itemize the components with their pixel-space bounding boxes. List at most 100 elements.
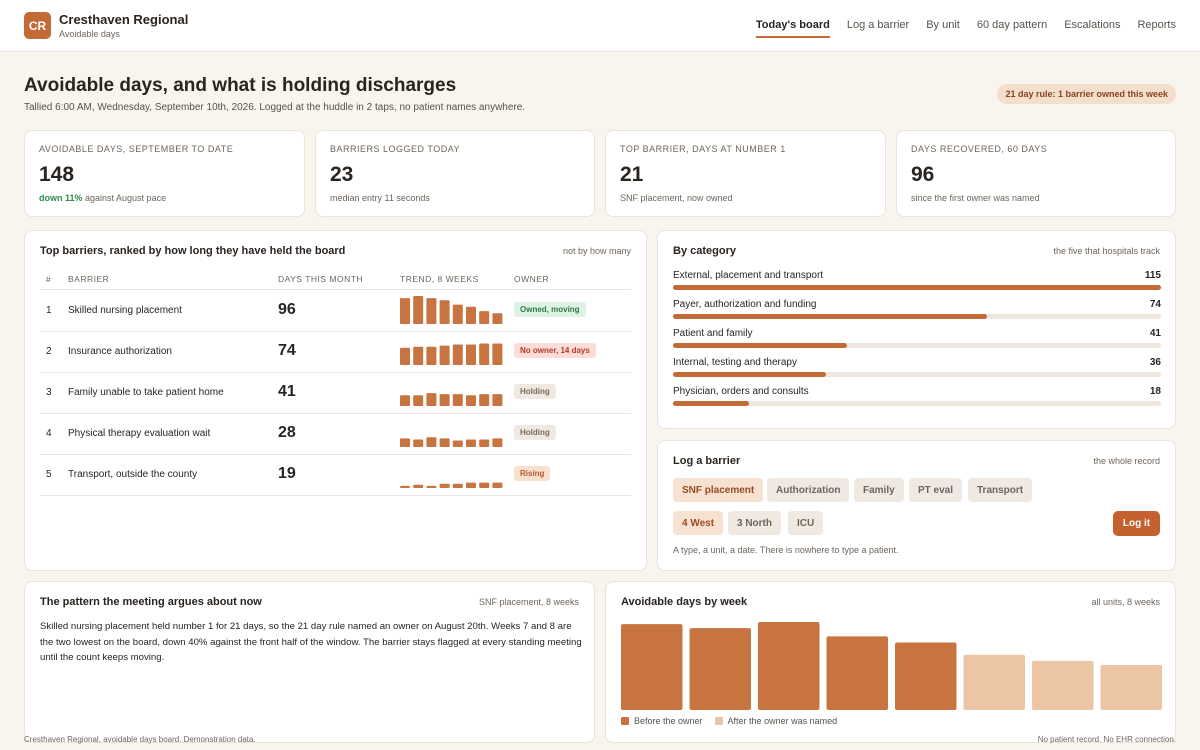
unit-chip-3-north[interactable]: 3 North bbox=[728, 511, 781, 535]
trend-bar bbox=[479, 311, 490, 324]
top-barriers-note: not by how many bbox=[562, 246, 631, 256]
trend-bar bbox=[479, 343, 490, 365]
log-it-button[interactable]: Log it bbox=[1113, 511, 1160, 536]
trend-bar bbox=[413, 395, 424, 406]
page-subtitle: Tallied 6:00 AM, Wednesday, September 10… bbox=[24, 102, 526, 113]
kpi-value: 96 bbox=[911, 163, 935, 186]
type-chip-transport[interactable]: Transport bbox=[968, 478, 1033, 502]
trend-bar bbox=[426, 298, 437, 324]
top-barriers-card: Top barriers, ranked by how long they ha… bbox=[24, 230, 647, 571]
row-barrier-name: Insurance authorization bbox=[68, 346, 172, 357]
week-bar-2 bbox=[689, 628, 751, 710]
table-row[interactable]: 3 Family unable to take patient home 41 … bbox=[40, 372, 631, 413]
nav-log-a-barrier[interactable]: Log a barrier bbox=[846, 19, 910, 31]
unit-chip-icu[interactable]: ICU bbox=[788, 511, 824, 535]
week-bar-5 bbox=[895, 642, 957, 710]
trend-bar bbox=[452, 344, 463, 365]
column-header-trend: TREND, 8 WEEKS bbox=[400, 274, 479, 284]
log-footnote: A type, a unit, a date. There is nowhere… bbox=[673, 545, 899, 555]
weekly-chart-note: all units, 8 weeks bbox=[1091, 597, 1160, 607]
trend-bar bbox=[400, 438, 410, 447]
type-chip-authorization[interactable]: Authorization bbox=[767, 478, 850, 502]
pattern-note: SNF placement, 8 weeks bbox=[478, 597, 579, 607]
legend-swatch-before bbox=[621, 717, 629, 725]
kpi-delta: down 11% bbox=[39, 193, 83, 203]
owner-status-badge: Owned, moving bbox=[514, 302, 586, 317]
chart-legend: Before the owner After the owner was nam… bbox=[621, 716, 837, 726]
kpi-label: DAYS RECOVERED, 60 DAYS bbox=[911, 144, 1048, 154]
unit-chip-4-west[interactable]: 4 West bbox=[673, 511, 724, 535]
trend-bar bbox=[400, 298, 410, 324]
trend-sparkline bbox=[400, 482, 503, 488]
trend-bar bbox=[452, 483, 463, 488]
by-category-card: By category the five that hospitals trac… bbox=[657, 230, 1176, 429]
table-divider bbox=[40, 495, 631, 496]
table-divider bbox=[40, 454, 631, 455]
trend-bar bbox=[479, 394, 490, 406]
table-divider bbox=[40, 372, 631, 373]
category-label: Payer, authorization and funding bbox=[673, 299, 817, 310]
week-bar-8 bbox=[1100, 665, 1162, 710]
trend-sparkline bbox=[400, 343, 503, 365]
kpi-label: TOP BARRIER, DAYS AT NUMBER 1 bbox=[620, 144, 786, 154]
trend-bar bbox=[439, 345, 450, 365]
legend-after: After the owner was named bbox=[714, 716, 837, 726]
trend-bar bbox=[492, 343, 503, 365]
table-row[interactable]: 1 Skilled nursing placement 96 Owned, mo… bbox=[40, 290, 631, 331]
category-bar-track bbox=[673, 372, 1161, 377]
owner-status-badge: Holding bbox=[514, 425, 556, 440]
trend-sparkline bbox=[400, 437, 503, 447]
row-rank: 5 bbox=[46, 469, 52, 480]
trend-bar bbox=[466, 482, 476, 488]
nav-escalations[interactable]: Escalations bbox=[1064, 19, 1121, 31]
row-days: 41 bbox=[278, 383, 296, 400]
category-bar-fill bbox=[673, 285, 1161, 290]
pattern-title: The pattern the meeting argues about now bbox=[40, 596, 262, 608]
category-bar-track bbox=[673, 401, 1161, 406]
table-row[interactable]: 5 Transport, outside the county 19 Risin… bbox=[40, 454, 631, 495]
week-bar-1 bbox=[621, 624, 683, 710]
trend-bar bbox=[400, 347, 410, 365]
table-row[interactable]: 4 Physical therapy evaluation wait 28 Ho… bbox=[40, 413, 631, 454]
trend-bar bbox=[466, 344, 476, 365]
trend-bar bbox=[492, 313, 503, 324]
table-divider bbox=[40, 331, 631, 332]
category-bar-fill bbox=[673, 343, 847, 348]
trend-bar bbox=[439, 438, 450, 447]
trend-bar bbox=[452, 440, 463, 447]
legend-before: Before the owner bbox=[621, 716, 703, 726]
type-chip-snf-placement[interactable]: SNF placement bbox=[673, 478, 764, 502]
category-row: Patient and family 41 bbox=[673, 328, 1161, 356]
trend-bar bbox=[413, 439, 424, 447]
trend-bar bbox=[400, 395, 410, 406]
trend-bar bbox=[479, 439, 490, 447]
row-days: 19 bbox=[278, 465, 296, 482]
row-rank: 2 bbox=[46, 346, 52, 357]
trend-bar bbox=[413, 346, 424, 365]
trend-bar bbox=[400, 485, 410, 488]
kpi-note-text: against August pace bbox=[82, 193, 167, 203]
row-rank: 4 bbox=[46, 428, 52, 439]
row-days: 74 bbox=[278, 342, 296, 359]
category-value: 41 bbox=[1149, 328, 1161, 339]
category-bar-track bbox=[673, 314, 1161, 319]
trend-bar bbox=[439, 394, 450, 406]
category-row: External, placement and transport 115 bbox=[673, 270, 1161, 298]
row-days: 28 bbox=[278, 424, 296, 441]
nav-by-unit[interactable]: By unit bbox=[926, 19, 960, 31]
brand-logo: CR bbox=[24, 12, 51, 39]
kpi-label: BARRIERS LOGGED TODAY bbox=[330, 144, 461, 154]
week-bar-7 bbox=[1032, 660, 1094, 710]
trend-bar bbox=[452, 394, 463, 406]
nav-60-day-pattern[interactable]: 60 day pattern bbox=[976, 19, 1048, 31]
type-chip-family[interactable]: Family bbox=[854, 478, 904, 502]
kpi-value: 148 bbox=[39, 163, 75, 186]
type-chip-pt-eval[interactable]: PT eval bbox=[909, 478, 963, 502]
nav-reports[interactable]: Reports bbox=[1137, 19, 1176, 31]
top-bar: CR Cresthaven Regional Avoidable days To… bbox=[0, 0, 1200, 52]
table-row[interactable]: 2 Insurance authorization 74 No owner, 1… bbox=[40, 331, 631, 372]
nav-todays-board[interactable]: Today's board bbox=[755, 19, 830, 38]
brand-subtitle: Avoidable days bbox=[59, 29, 120, 39]
table-divider bbox=[40, 289, 631, 290]
category-label: Physician, orders and consults bbox=[673, 386, 809, 397]
